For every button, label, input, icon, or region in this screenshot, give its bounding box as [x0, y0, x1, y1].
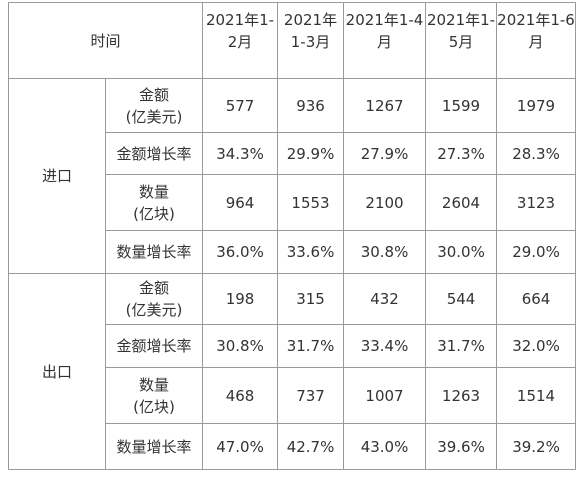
- metric-label: 金额 (亿美元): [104, 78, 204, 133]
- value-cell: 36.0%: [202, 230, 279, 274]
- metric-label: 金额增长率: [104, 324, 204, 368]
- value-cell: 315: [277, 273, 345, 325]
- value-cell: 737: [277, 367, 345, 424]
- value-cell: 28.3%: [496, 132, 577, 175]
- value-cell: 432: [343, 273, 427, 325]
- value-cell: 1553: [277, 174, 345, 231]
- period-header: 2021年1-4 月: [343, 2, 427, 79]
- value-cell: 964: [202, 174, 279, 231]
- value-cell: 1267: [343, 78, 427, 133]
- value-cell: 1979: [496, 78, 577, 133]
- table-row: 出口 金额 (亿美元) 198 315 432 544 664: [8, 273, 577, 470]
- value-cell: 31.7%: [425, 324, 498, 368]
- value-cell: 43.0%: [343, 423, 427, 470]
- period-header: 2021年 1-3月: [277, 2, 345, 79]
- group-label: 进口: [8, 78, 106, 274]
- metric-label: 金额增长率: [104, 132, 204, 175]
- value-cell: 29.9%: [277, 132, 345, 175]
- value-cell: 33.6%: [277, 230, 345, 274]
- value-cell: 30.0%: [425, 230, 498, 274]
- metric-label: 金额 (亿美元): [104, 273, 204, 325]
- value-cell: 1007: [343, 367, 427, 424]
- table-row: 金额增长率 30.8% 31.7% 33.4% 31.7% 32.0%: [9, 324, 577, 368]
- metric-label: 数量 (亿块): [104, 174, 204, 231]
- metric-label: 数量增长率: [104, 423, 204, 470]
- metric-label: 数量 (亿块): [104, 367, 204, 424]
- period-header: 2021年1- 5月: [425, 2, 498, 79]
- value-cell: 27.9%: [343, 132, 427, 175]
- period-header: 2021年1- 2月: [202, 2, 279, 79]
- value-cell: 2100: [343, 174, 427, 231]
- value-cell: 544: [425, 273, 498, 325]
- value-cell: 198: [202, 273, 279, 325]
- value-cell: 577: [202, 78, 279, 133]
- group-label: 出口: [8, 273, 106, 470]
- table-row: 数量 (亿块) 964 1553 2100 2604 3123: [9, 174, 577, 231]
- table-row: 金额增长率 34.3% 29.9% 27.9% 27.3% 28.3%: [9, 132, 577, 175]
- metric-label: 数量增长率: [104, 230, 204, 274]
- import-export-table: 时间 2021年1- 2月 2021年 1-3月 2021年1-4 月 2021…: [7, 2, 577, 470]
- value-cell: 936: [277, 78, 345, 133]
- value-cell: 47.0%: [202, 423, 279, 470]
- table-row: 数量增长率 47.0% 42.7% 43.0% 39.6% 39.2%: [9, 423, 577, 470]
- value-cell: 42.7%: [277, 423, 345, 470]
- value-cell: 39.2%: [496, 423, 577, 470]
- table-row: 进口 金额 (亿美元) 577 936 1267 1599 1979: [8, 78, 577, 274]
- value-cell: 32.0%: [496, 324, 577, 368]
- value-cell: 39.6%: [425, 423, 498, 470]
- period-header: 2021年1-6 月: [496, 2, 577, 79]
- table-row: 数量 (亿块) 468 737 1007 1263 1514: [9, 367, 577, 424]
- value-cell: 1263: [425, 367, 498, 424]
- value-cell: 34.3%: [202, 132, 279, 175]
- value-cell: 30.8%: [202, 324, 279, 368]
- value-cell: 31.7%: [277, 324, 345, 368]
- value-cell: 33.4%: [343, 324, 427, 368]
- value-cell: 1599: [425, 78, 498, 133]
- value-cell: 3123: [496, 174, 577, 231]
- value-cell: 468: [202, 367, 279, 424]
- value-cell: 2604: [425, 174, 498, 231]
- value-cell: 1514: [496, 367, 577, 424]
- value-cell: 27.3%: [425, 132, 498, 175]
- corner-header: 时间: [7, 2, 204, 79]
- value-cell: 29.0%: [496, 230, 577, 274]
- header-row: 时间 2021年1- 2月 2021年 1-3月 2021年1-4 月 2021…: [7, 2, 577, 79]
- value-cell: 664: [496, 273, 577, 325]
- value-cell: 30.8%: [343, 230, 427, 274]
